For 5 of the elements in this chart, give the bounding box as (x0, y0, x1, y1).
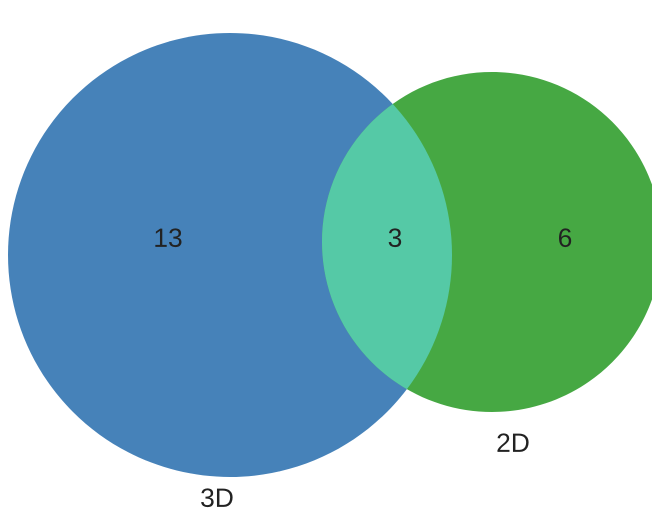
category-label: 3D (201, 488, 233, 508)
data-label: 3 (388, 228, 402, 248)
category-label: 2D (497, 433, 529, 452)
data-label: 13 (155, 228, 182, 248)
data-label: 6 (559, 228, 572, 248)
